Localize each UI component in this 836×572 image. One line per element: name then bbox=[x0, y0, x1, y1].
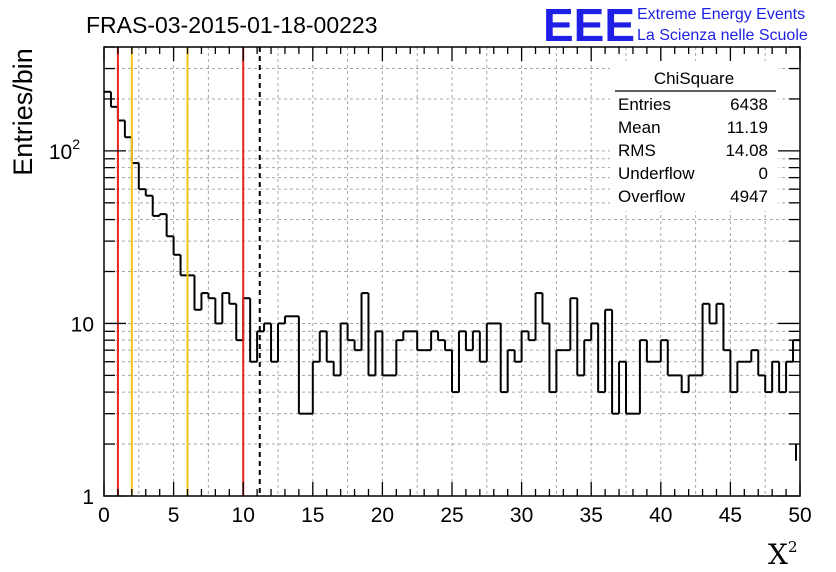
x-tick-label: 0 bbox=[98, 504, 110, 527]
chart-title: FRAS-03-2015-01-18-00223 bbox=[86, 12, 378, 38]
eee-logo-line1: Extreme Energy Events bbox=[637, 6, 805, 23]
x-tick-label: 5 bbox=[168, 504, 180, 527]
x-tick-label: 25 bbox=[440, 504, 463, 527]
x-tick-label: 15 bbox=[301, 504, 324, 527]
stats-row-value: 0 bbox=[759, 164, 768, 183]
stats-box-name: ChiSquare bbox=[654, 69, 734, 88]
stats-row-label: Entries bbox=[618, 95, 671, 114]
stats-box: ChiSquare Entries 6438 Mean 11.19 RMS 14.08 Un… bbox=[610, 61, 778, 211]
eee-logo-letters: EEE bbox=[543, 0, 635, 51]
stats-row-value: 11.19 bbox=[727, 118, 768, 137]
y-tick-labels: 1 10 102 bbox=[49, 136, 94, 509]
x-tick-label: 40 bbox=[649, 504, 672, 527]
axes-frame bbox=[103, 46, 801, 497]
x-tick-label: 20 bbox=[371, 504, 394, 527]
stats-row-label: Mean bbox=[618, 118, 661, 137]
x-tick-label: 45 bbox=[719, 504, 742, 527]
histogram bbox=[104, 90, 800, 461]
stats-row-label: Overflow bbox=[618, 187, 686, 206]
eee-logo: EEE Extreme Energy Events La Scienza nel… bbox=[543, 0, 808, 51]
stats-box-background bbox=[610, 61, 778, 211]
x-tick-label: 35 bbox=[580, 504, 603, 527]
stats-row-label: RMS bbox=[618, 141, 656, 160]
stats-row-value: 6438 bbox=[730, 95, 768, 114]
y-tick-label: 10 bbox=[71, 313, 94, 336]
x-tick-label: 10 bbox=[232, 504, 255, 527]
stats-row-value: 14.08 bbox=[725, 141, 768, 160]
stats-rows: Entries 6438 Mean 11.19 RMS 14.08 Underflow 0 Ov… bbox=[618, 95, 768, 206]
x-tick-label: 50 bbox=[788, 504, 811, 527]
y-tick-label: 1 bbox=[82, 486, 94, 509]
threshold-lines bbox=[116, 47, 261, 496]
stats-row-label: Underflow bbox=[618, 164, 695, 183]
eee-logo-line2: La Scienza nelle Scuole bbox=[637, 27, 808, 44]
stats-row-value: 4947 bbox=[730, 187, 768, 206]
x-axis-label: X2 bbox=[768, 538, 797, 571]
y-tick-label: 102 bbox=[49, 136, 80, 164]
y-axis-label: Entries/bin bbox=[8, 48, 38, 176]
x-tick-label: 30 bbox=[510, 504, 533, 527]
x-tick-labels: 0 5 10 15 20 25 30 35 40 45 50 bbox=[98, 504, 812, 527]
